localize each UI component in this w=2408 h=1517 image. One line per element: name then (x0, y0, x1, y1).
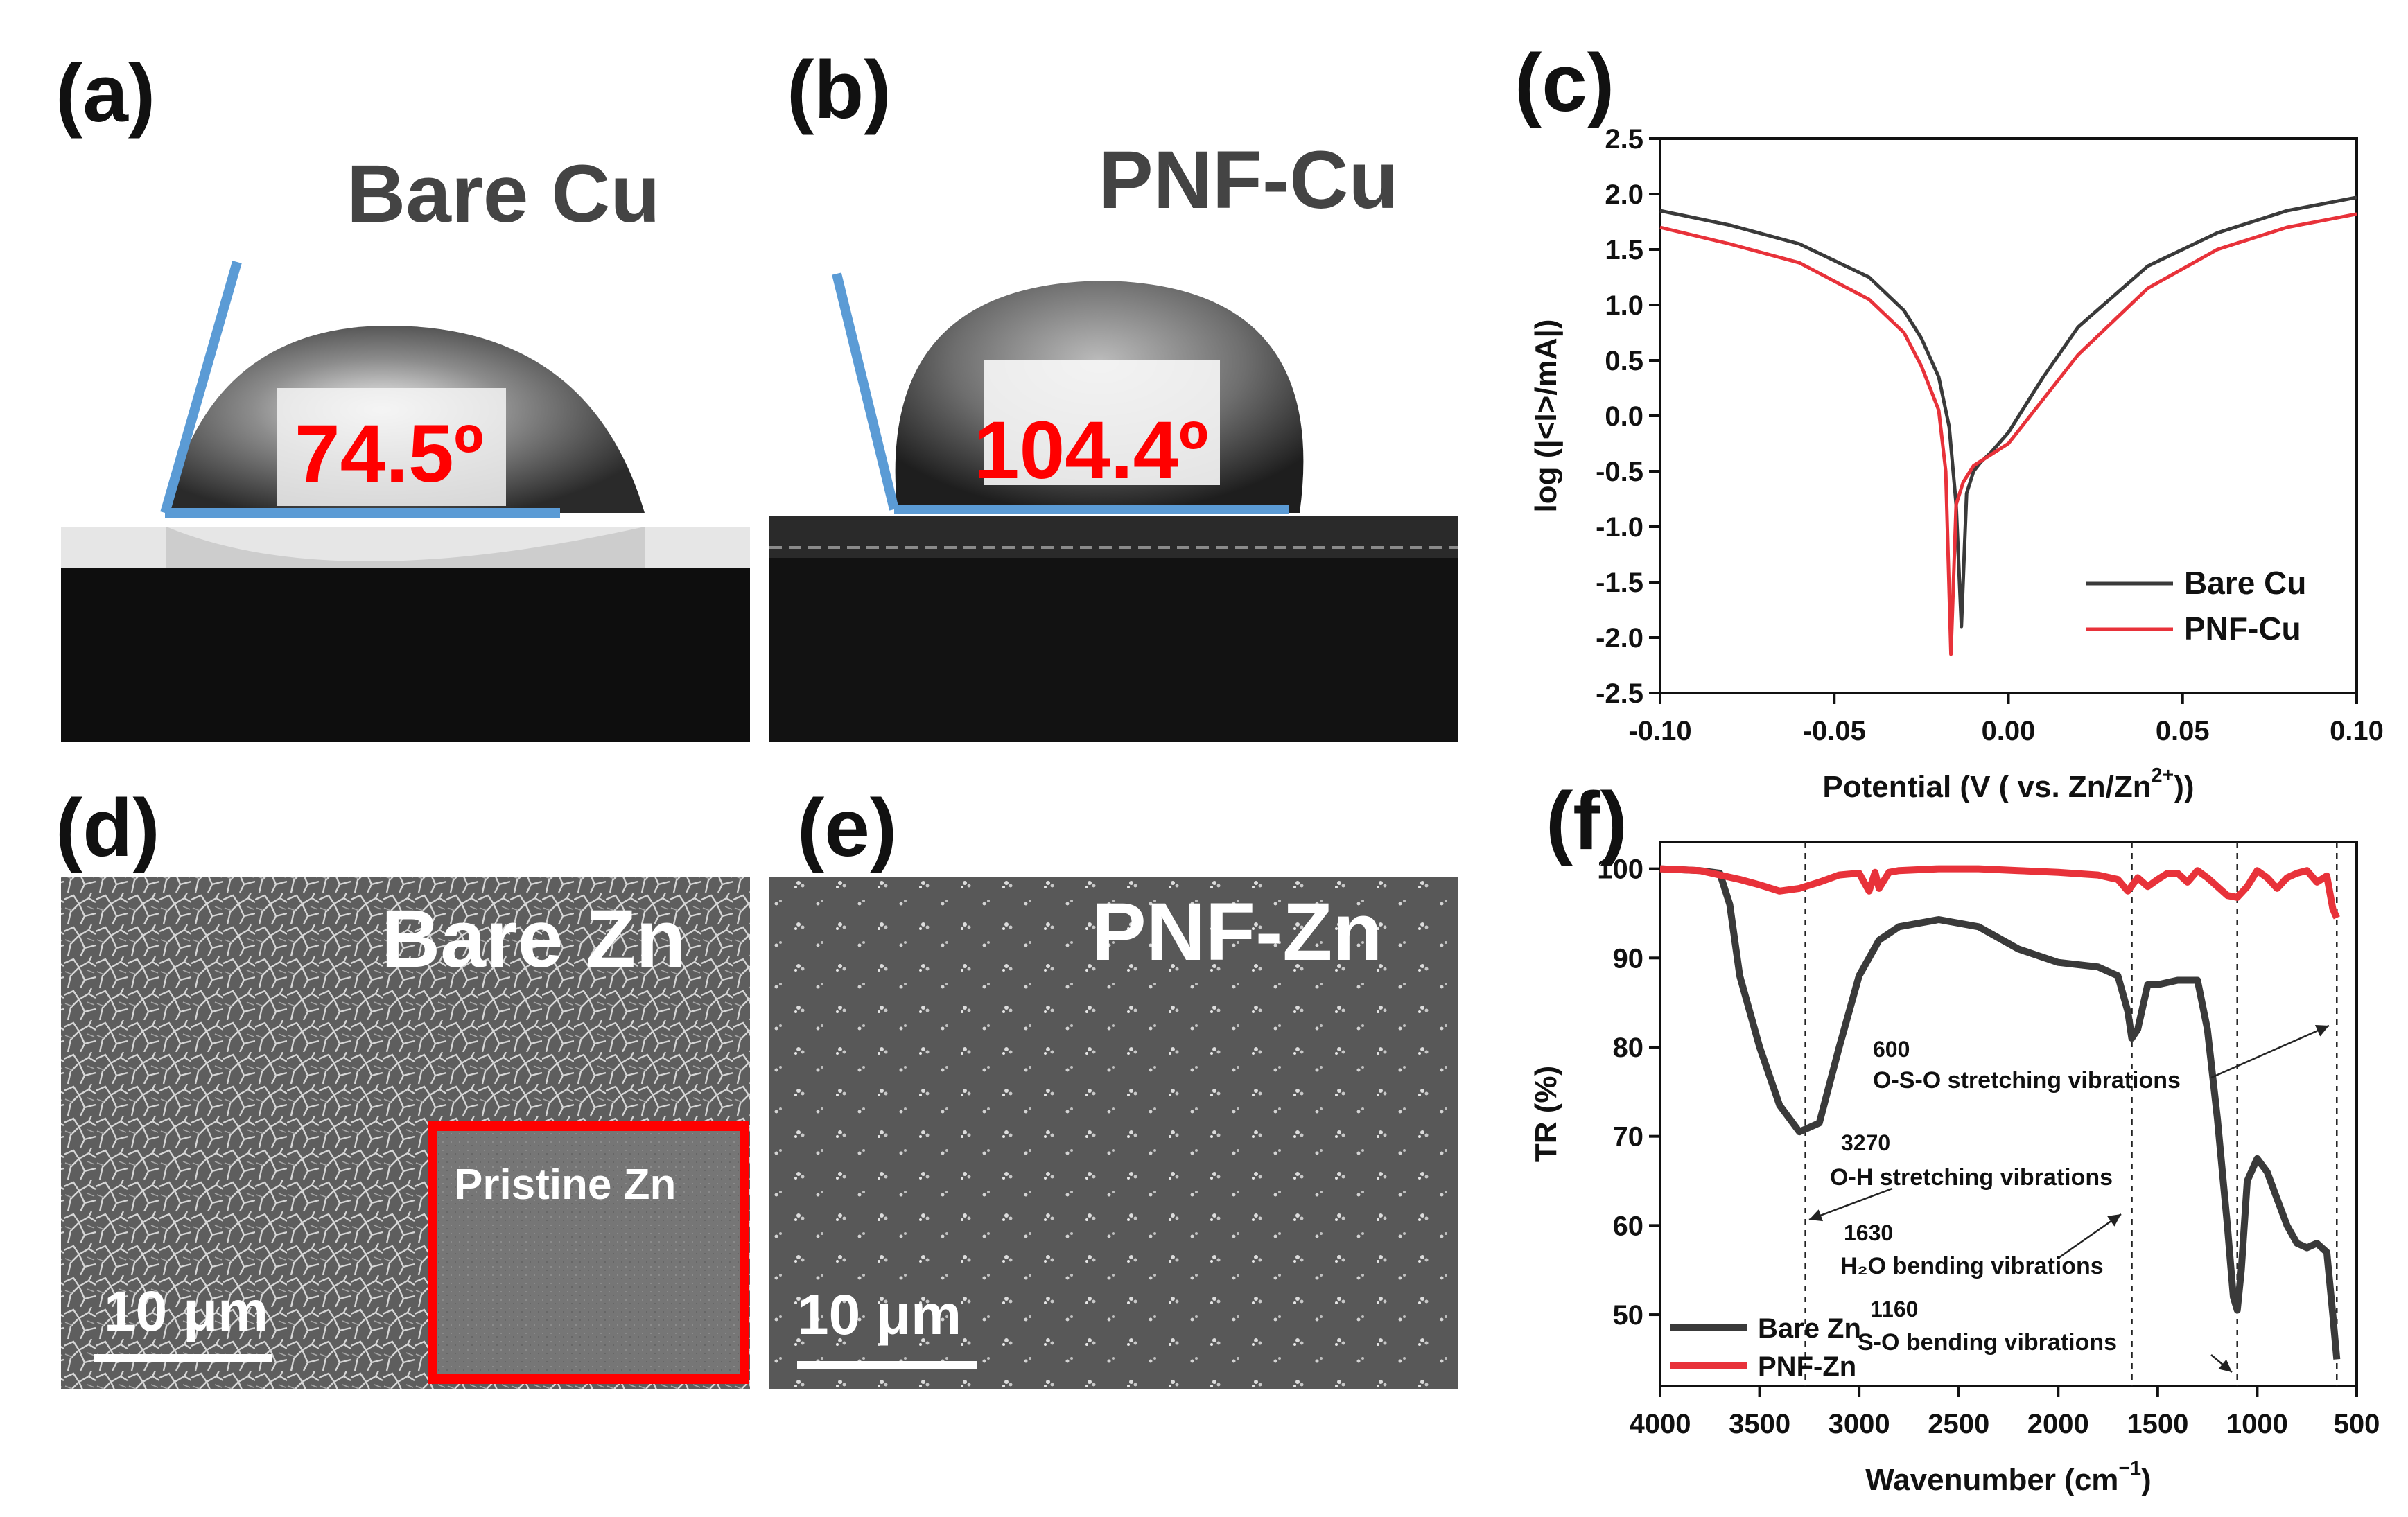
legend-label: PNF-Cu (2184, 611, 2301, 647)
series-line-pnf-zn (1660, 869, 2337, 918)
ftir-chart: 4000 3500 3000 2500 2000 1500 1000 500 100 90 80 70… (1529, 842, 2380, 1497)
annotation-number: 600 (1873, 1037, 1910, 1062)
y-tick-label: 50 (1613, 1300, 1644, 1331)
y-tick-label: 60 (1613, 1211, 1644, 1241)
panel-b-title: PNF-Cu (1099, 134, 1399, 226)
y-tick-label: 0.5 (1605, 346, 1643, 376)
y-tick-label: -2.5 (1596, 678, 1643, 709)
panel-d-letter: (d) (55, 782, 160, 874)
y-tick-label: 2.5 (1605, 124, 1643, 155)
tafel-chart: -0.10 -0.05 0.00 0.05 0.10 2.5 2.0 1.5 1.0 0.5 0.0… (1529, 124, 2384, 804)
annotation-number: 1630 (1844, 1220, 1893, 1245)
x-tick-label: 4000 (1630, 1409, 1691, 1439)
x-tick-label: 1500 (2127, 1409, 2188, 1439)
x-tick-label: 3500 (1729, 1409, 1790, 1439)
x-axis-label-sup: 2+ (2152, 764, 2174, 787)
y-tick-label: 1.5 (1605, 235, 1643, 265)
annotation-arrowhead (2218, 1360, 2232, 1372)
y-tick-label: -1.0 (1596, 512, 1643, 543)
panel-a-title: Bare Cu (347, 148, 660, 240)
annotation-number: 3270 (1841, 1130, 1890, 1155)
x-axis-label-end: ) (2141, 1463, 2152, 1497)
tangent-line-b (837, 274, 894, 509)
panel-a: (a) Bare Cu 74.5º (55, 48, 750, 742)
annotation-number: 1160 (1870, 1297, 1918, 1322)
x-axis-label-end: )) (2174, 770, 2194, 804)
y-tick-label: 80 (1613, 1033, 1644, 1063)
annotation-arrow (2211, 1026, 2329, 1078)
y-axis-label: TR (%) (1529, 1066, 1563, 1162)
inset-label: Pristine Zn (454, 1161, 676, 1209)
annotation-text: O-H stretching vibrations (1830, 1164, 2113, 1191)
x-tick-label: 0.00 (1982, 716, 2036, 746)
x-tick-label: -0.10 (1628, 716, 1691, 746)
annotation-text: S-O bending vibrations (1858, 1329, 2117, 1356)
legend-label: Bare Cu (2184, 565, 2306, 601)
panel-c-letter: (c) (1515, 37, 1614, 129)
plot-frame (1660, 842, 2357, 1386)
y-tick-label: 0.0 (1605, 401, 1643, 432)
series-line-bare-zn (1660, 869, 2337, 1360)
panel-e: (e) PNF-Zn 10 μm (769, 782, 1458, 1389)
x-tick-label: 2000 (2027, 1409, 2089, 1439)
x-axis-label: Potential (V ( vs. Zn/Zn2+)) (1822, 764, 2194, 804)
y-tick-label: -2.0 (1596, 623, 1643, 654)
contact-angle-b: 104.4º (974, 405, 1208, 496)
series-line-bare-cu (1660, 198, 2357, 626)
y-tick-label: -1.5 (1596, 568, 1643, 598)
x-tick-label: -0.05 (1803, 716, 1866, 746)
panel-d-title: Bare Zn (381, 893, 686, 985)
legend-label: Bare Zn (1758, 1313, 1861, 1344)
scalebar-label-e: 10 μm (797, 1283, 961, 1347)
x-axis-label-sup: −1 (2118, 1457, 2141, 1480)
x-tick-label: 0.10 (2330, 716, 2384, 746)
annotation-text: O-S-O stretching vibrations (1873, 1067, 2181, 1094)
panel-f: (f) 4000 3500 3000 2500 2000 1500 1000 500 100 90… (1529, 775, 2380, 1497)
x-tick-label: 1000 (2226, 1409, 2288, 1439)
panel-d: (d) Bare Zn Pristine Zn 10 μm (55, 782, 750, 1389)
y-axis-label: log (|<I>/mA|) (1529, 319, 1564, 513)
scalebar-label-d: 10 μm (104, 1280, 268, 1343)
droplet-photo-bare-cu (61, 262, 750, 742)
panel-b: (b) PNF-Cu 104.4º (769, 44, 1458, 742)
y-tick-label: -0.5 (1596, 457, 1643, 487)
y-tick-label: 100 (1597, 854, 1643, 885)
x-axis-label-main: Potential (V ( vs. Zn/Zn (1822, 770, 2151, 804)
panel-a-letter: (a) (55, 48, 155, 139)
y-tick-label: 1.0 (1605, 290, 1643, 321)
panel-b-letter: (b) (787, 44, 891, 136)
contact-angle-a: 74.5º (295, 408, 484, 500)
panel-c: (c) -0.10 -0.05 0.00 0.05 0.10 2.5 2.0 1.5 1.0 0.… (1515, 37, 2384, 804)
x-tick-label: 2500 (1928, 1409, 1989, 1439)
y-tick-label: 90 (1613, 943, 1644, 974)
x-tick-label: 0.05 (2156, 716, 2210, 746)
annotation-arrow (1809, 1189, 1892, 1220)
panel-e-title: PNF-Zn (1092, 886, 1382, 978)
annotation-text: H₂O bending vibrations (1840, 1253, 2104, 1279)
droplet-photo-pnf-cu (769, 274, 1458, 742)
x-axis-label: Wavenumber (cm−1) (1865, 1457, 2151, 1497)
annotation-arrowhead (2107, 1214, 2121, 1227)
y-tick-label: 70 (1613, 1122, 1644, 1152)
x-axis-label-main: Wavenumber (cm (1865, 1463, 2118, 1497)
x-tick-label: 500 (2334, 1409, 2380, 1439)
panel-e-letter: (e) (797, 782, 897, 874)
legend-label: PNF-Zn (1758, 1351, 1856, 1382)
panel-f-letter: (f) (1546, 775, 1628, 867)
y-tick-label: 2.0 (1605, 179, 1643, 210)
x-tick-label: 3000 (1829, 1409, 1890, 1439)
